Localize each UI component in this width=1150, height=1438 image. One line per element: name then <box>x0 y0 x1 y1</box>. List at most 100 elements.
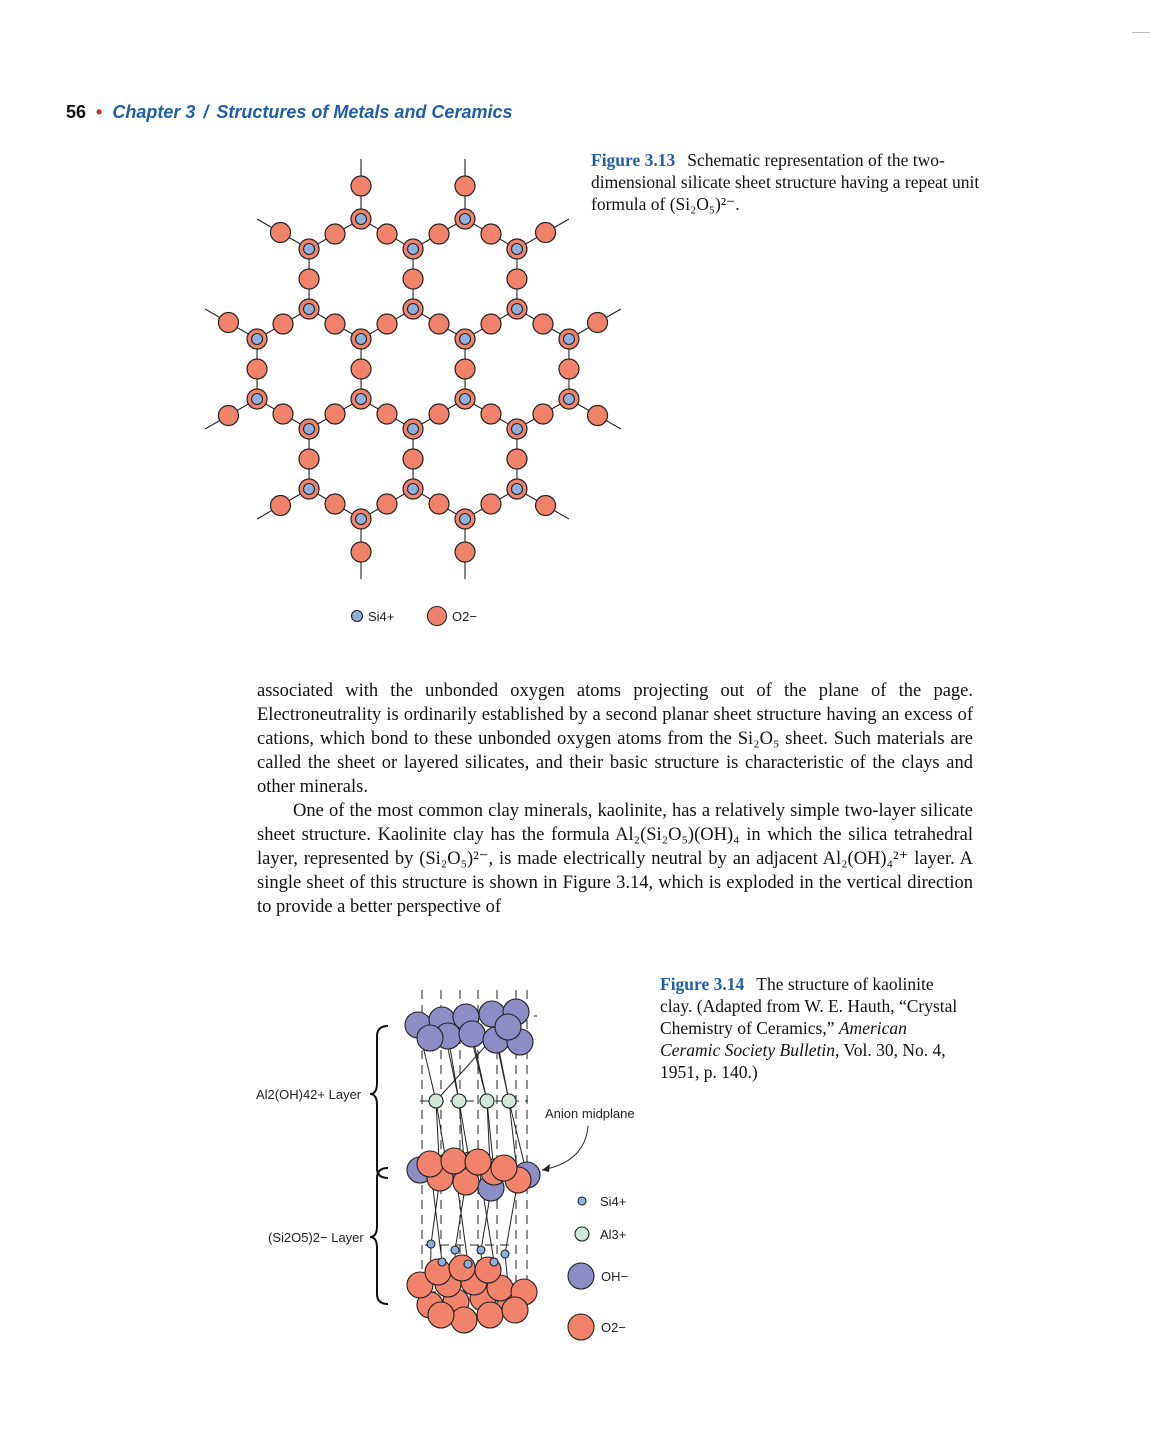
bridging-oxygen-atom <box>506 448 528 470</box>
silicon-atom <box>250 392 264 406</box>
bridging-oxygen-atom <box>376 493 398 515</box>
bridging-oxygen-atom <box>480 403 502 425</box>
bridging-oxygen-atom <box>272 313 294 335</box>
terminal-oxygen-atom <box>350 541 372 563</box>
si-layer-brace <box>369 1167 389 1305</box>
hydroxyl-atom <box>416 1024 444 1052</box>
silicon-atom <box>476 1245 486 1255</box>
silicon-atom <box>458 212 472 226</box>
silicon-atom <box>458 392 472 406</box>
silicon-atom <box>489 1257 499 1267</box>
silicon-atom <box>354 332 368 346</box>
o-legend-label: O2− <box>601 1320 626 1335</box>
bridging-oxygen-atom <box>428 313 450 335</box>
silicon-atom <box>458 512 472 526</box>
bridging-oxygen-atom <box>532 403 554 425</box>
terminal-oxygen-atom <box>217 311 240 334</box>
terminal-oxygen-atom <box>586 311 609 334</box>
terminal-oxygen-atom <box>269 221 292 244</box>
terminal-oxygen-atom <box>586 404 609 427</box>
terminal-oxygen-atom <box>454 175 476 197</box>
silicon-atom <box>463 1259 473 1269</box>
chapter-label: Chapter 3 <box>112 102 196 122</box>
slash-separator: / <box>203 102 209 122</box>
figure-3-14-legend: Si4+ Al3+ OH− O2− <box>567 1194 628 1341</box>
figure-3-13-label: Figure 3.13 <box>591 150 676 170</box>
silicon-atom <box>302 422 316 436</box>
chapter-title: Structures of Metals and Ceramics <box>216 102 513 122</box>
running-head: 56 • Chapter 3 / Structures of Metals and Ce… <box>66 102 513 123</box>
body-text: associated with the unbonded oxygen atom… <box>257 679 973 919</box>
silicon-atom <box>500 1249 510 1259</box>
figure-3-14-caption-end: , Vol. 30, No. 4, 1951, p. 140.) <box>660 1040 946 1082</box>
paragraph-2: One of the most common clay minerals, ka… <box>257 801 973 917</box>
bridging-oxygen-atom <box>428 493 450 515</box>
bridging-oxygen-atom <box>324 313 346 335</box>
bridging-oxygen-atom <box>454 358 476 380</box>
oh-legend-label: OH− <box>601 1269 628 1284</box>
silicon-atom <box>562 392 576 406</box>
silicon-atom <box>406 302 420 316</box>
oxygen-atom <box>450 1306 478 1334</box>
anion-midplane-pointer <box>541 1125 589 1171</box>
silicon-atom <box>510 302 524 316</box>
silicon-atom <box>302 242 316 256</box>
bridging-oxygen-atom <box>324 223 346 245</box>
silicon-atom <box>354 212 368 226</box>
bridging-oxygen-atom <box>402 448 424 470</box>
bridging-oxygen-atom <box>480 223 502 245</box>
bridging-oxygen-atom <box>272 403 294 425</box>
figure-3-14-label: Figure 3.14 <box>660 974 745 994</box>
hydroxyl-atom <box>458 1020 486 1048</box>
silicon-atom <box>302 302 316 316</box>
silicon-atom <box>450 1245 460 1255</box>
oxygen-atom <box>448 1254 476 1282</box>
al-layer-label: Al2(OH)42+ Layer <box>256 1087 362 1102</box>
aluminum-atom <box>479 1093 495 1109</box>
oxygen-atom <box>501 1296 529 1324</box>
oh-legend-icon <box>567 1262 595 1290</box>
oxygen-atom <box>476 1301 504 1329</box>
bridging-oxygen-atom <box>428 403 450 425</box>
figure-3-13-diagram: Si4+ O2− <box>204 159 622 627</box>
oxygen-atom <box>464 1148 492 1176</box>
al-legend-label: Al3+ <box>600 1227 626 1242</box>
aluminum-atom <box>501 1093 517 1109</box>
bridging-oxygen-atom <box>376 313 398 335</box>
figure-3-13-legend: Si4+ O2− <box>350 605 477 627</box>
silicon-atom <box>250 332 264 346</box>
layer-braces <box>369 1025 389 1305</box>
oxygen-atom <box>427 1301 455 1329</box>
paragraph-1: associated with the unbonded oxygen atom… <box>257 681 973 797</box>
terminal-oxygen-atom <box>217 404 240 427</box>
al-layer-brace <box>369 1025 389 1179</box>
silicon-atom <box>426 1239 436 1249</box>
oxygen-atom <box>416 1150 444 1178</box>
bridging-oxygen-atom <box>350 358 372 380</box>
anion-midplane-arrowhead <box>542 1164 550 1172</box>
bridging-oxygen-atom <box>324 493 346 515</box>
figure-3-13-caption-text: Schematic representation of the two-dime… <box>591 150 980 214</box>
bridging-oxygen-atom <box>376 223 398 245</box>
bridging-oxygen-atom <box>324 403 346 425</box>
figure-3-14-journal: American Ceramic Society Bulletin <box>660 1018 907 1060</box>
figure-3-14-caption: Figure 3.14 The structure of kaolinite cl… <box>660 973 970 1083</box>
oxygen-atom <box>490 1154 518 1182</box>
terminal-oxygen-atom <box>534 494 557 517</box>
terminal-oxygen-atom <box>454 541 476 563</box>
silicon-atom <box>406 242 420 256</box>
silicon-atom <box>510 482 524 496</box>
silicon-atom <box>302 482 316 496</box>
bullet-separator: • <box>96 102 103 122</box>
anion-midplane-label: Anion midplane <box>545 1106 635 1121</box>
oxygen-atom <box>440 1147 468 1175</box>
silicon-atom <box>562 332 576 346</box>
bridging-oxygen-atom <box>480 493 502 515</box>
corner-mark <box>1132 32 1150 33</box>
si-legend-label: Si4+ <box>600 1194 626 1209</box>
bridging-oxygen-atom <box>532 313 554 335</box>
silicon-atom <box>437 1257 447 1267</box>
aluminum-atom <box>451 1093 467 1109</box>
hydroxyl-atom <box>494 1013 522 1041</box>
